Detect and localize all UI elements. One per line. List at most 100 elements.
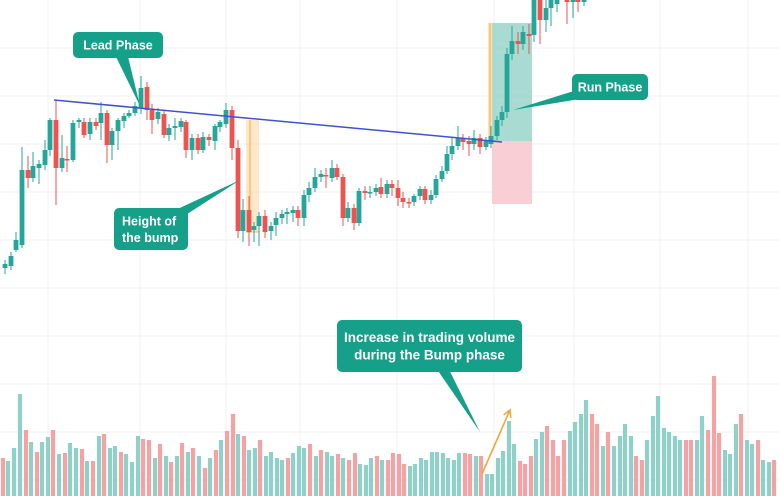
volume-bar — [152, 458, 158, 496]
volume-bar — [123, 454, 129, 496]
candle-body — [515, 41, 521, 44]
candle — [81, 118, 87, 138]
volume-bar — [760, 460, 766, 496]
candle-body — [81, 122, 87, 135]
candle-body — [444, 154, 450, 171]
candle — [42, 140, 48, 170]
volume-bar — [329, 456, 335, 496]
candle — [246, 196, 252, 246]
candle-body — [318, 174, 324, 177]
candle-body — [268, 226, 274, 231]
volume-bar — [90, 461, 96, 496]
candle-body — [477, 138, 483, 147]
candle — [166, 124, 172, 141]
candle — [64, 146, 70, 172]
candle — [295, 206, 301, 226]
candle-body — [189, 138, 195, 150]
candle-body — [384, 184, 390, 194]
candle — [104, 110, 110, 163]
volume-bar — [617, 436, 623, 496]
candle-body — [422, 189, 428, 200]
candle-body — [531, 0, 537, 35]
volume-bar — [23, 430, 29, 496]
volume-bar — [711, 376, 717, 496]
callout-label: Lead Phase — [83, 39, 153, 53]
candle — [520, 26, 526, 50]
volume-bar — [418, 458, 424, 496]
volume-bar — [583, 400, 589, 496]
volume-bar — [434, 452, 440, 496]
volume-bar — [73, 448, 79, 496]
candle — [240, 199, 246, 242]
candle — [279, 210, 285, 224]
volume-bar — [318, 450, 324, 496]
volume-bar — [296, 446, 302, 496]
callout-label: Run Phase — [578, 81, 643, 95]
candle-body — [70, 123, 76, 160]
candle-body — [499, 112, 505, 120]
volume-bar — [539, 432, 545, 496]
candle — [290, 206, 296, 222]
volume-bar — [84, 461, 90, 496]
volume-bar — [385, 460, 391, 496]
volume-bar — [429, 452, 435, 496]
candle-body — [455, 138, 461, 146]
volume-bar — [307, 444, 313, 496]
volume-bar — [462, 453, 468, 496]
volume-bar — [218, 440, 224, 496]
candle-body — [400, 198, 406, 202]
callout-pointer — [111, 42, 140, 106]
candle — [268, 222, 274, 240]
candle-body — [279, 214, 285, 218]
volume-bar — [694, 440, 700, 496]
candle — [340, 174, 346, 226]
candle — [400, 192, 406, 208]
candle — [59, 135, 65, 172]
candle-body — [144, 87, 150, 110]
candle-body — [504, 54, 510, 112]
volume-bar — [561, 440, 567, 496]
candle — [306, 182, 312, 202]
candle — [132, 102, 138, 116]
candle — [200, 132, 206, 153]
candle-body — [206, 137, 212, 140]
candle-body — [87, 122, 93, 134]
volume-bar — [555, 456, 561, 496]
volume-bar — [771, 460, 777, 496]
candle — [531, 0, 537, 42]
candle — [323, 168, 329, 188]
candle — [378, 178, 384, 198]
volume-bar — [101, 434, 107, 496]
volume-bar — [688, 440, 694, 496]
candle-body — [323, 175, 329, 177]
volume-bar — [140, 439, 146, 496]
candle — [526, 24, 532, 54]
candle-body — [138, 88, 144, 108]
volume-bar — [135, 436, 141, 496]
candle — [477, 134, 483, 154]
candle-body — [301, 195, 307, 218]
volume-bar — [340, 458, 346, 496]
volume-bar — [650, 416, 656, 496]
candle-body — [428, 195, 434, 200]
volume-bar — [374, 456, 380, 496]
volume-bar — [301, 448, 307, 496]
candle-body — [262, 216, 268, 232]
candle-body — [526, 34, 532, 36]
volume-bar — [202, 468, 208, 496]
candle-body — [340, 177, 346, 218]
callout-box — [73, 32, 163, 58]
volume-bar — [672, 436, 678, 496]
volume-bar — [11, 448, 17, 496]
candle — [301, 190, 307, 226]
candle-body — [411, 196, 417, 202]
volume-bar — [484, 474, 490, 496]
candle-body — [488, 136, 494, 144]
candle-body — [47, 120, 53, 150]
candle — [362, 186, 368, 200]
volume-bar — [0, 458, 6, 496]
callout-box — [337, 320, 522, 372]
candle — [217, 120, 223, 132]
volume-bar — [324, 452, 330, 496]
